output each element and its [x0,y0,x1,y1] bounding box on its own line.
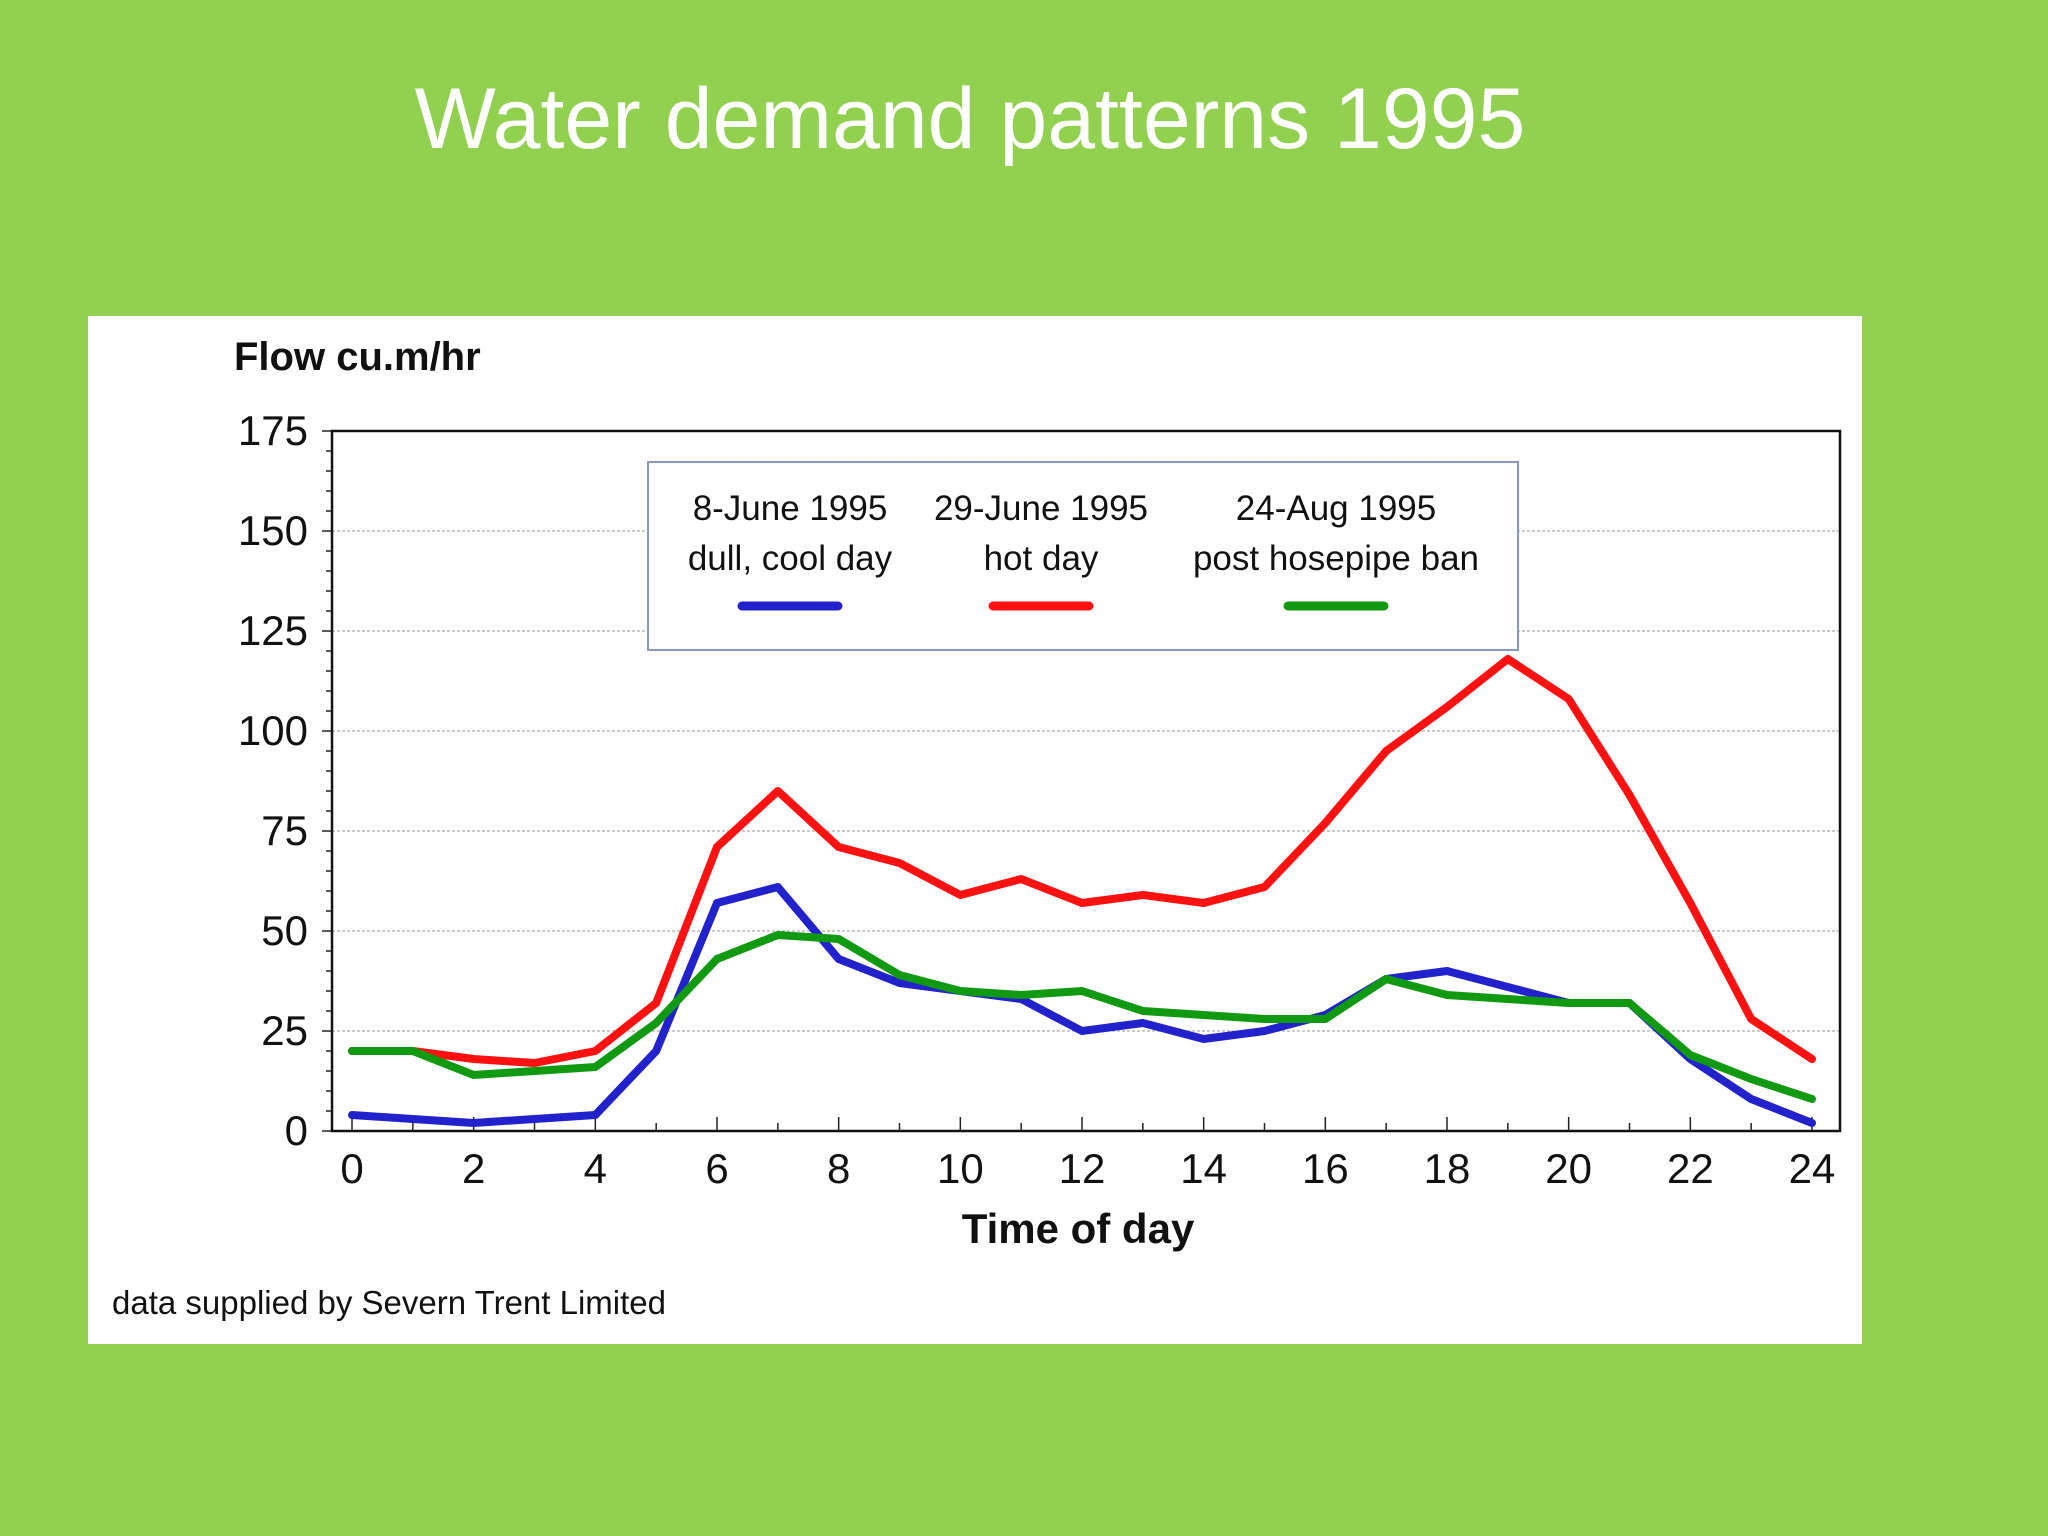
x-tick-label: 12 [1059,1145,1106,1192]
legend-label: 8-June 1995 [693,489,888,528]
legend-label: 29-June 1995 [934,489,1148,528]
series-line-3 [348,931,1816,1103]
y-tick-label: 50 [261,907,308,954]
legend-sublabel: post hosepipe ban [1193,539,1479,578]
slide-title: Water demand patterns 1995 [414,71,1526,167]
x-tick-label: 8 [827,1145,850,1192]
x-tick-label: 14 [1180,1145,1227,1192]
legend-sublabel: hot day [984,539,1099,578]
y-tick-label: 150 [238,507,308,554]
y-tick-label: 100 [238,707,308,754]
y-tick-label: 175 [238,407,308,454]
y-tick-label: 25 [261,1007,308,1054]
x-tick-label: 24 [1789,1145,1836,1192]
x-tick-label: 2 [462,1145,485,1192]
x-tick-label: 22 [1667,1145,1714,1192]
x-tick-label: 16 [1302,1145,1349,1192]
x-tick-label: 6 [705,1145,728,1192]
plot-frame [330,429,1842,1133]
x-tick-label: 10 [937,1145,984,1192]
y-axis-title: Flow cu.m/hr [234,335,481,379]
legend-label: 24-Aug 1995 [1236,489,1436,528]
x-tick-label: 18 [1424,1145,1471,1192]
x-tick-label: 4 [584,1145,607,1192]
series-line-2 [348,655,1816,1067]
legend-sublabel: dull, cool day [688,539,893,578]
legend-box [647,461,1519,651]
y-tick-label: 0 [285,1107,308,1154]
chart-panel: 0 25 50 75 100 125 150 175 0 2 4 6 8 10 12 14 16 18 20 22 24… [88,316,1862,1344]
x-tick-label: 0 [340,1145,363,1192]
y-tick-label: 75 [261,807,308,854]
y-tick-label: 125 [238,607,308,654]
x-tick-label: 20 [1545,1145,1592,1192]
x-axis-title: Time of day [962,1205,1195,1252]
source-note: data supplied by Severn Trent Limited [112,1284,666,1321]
